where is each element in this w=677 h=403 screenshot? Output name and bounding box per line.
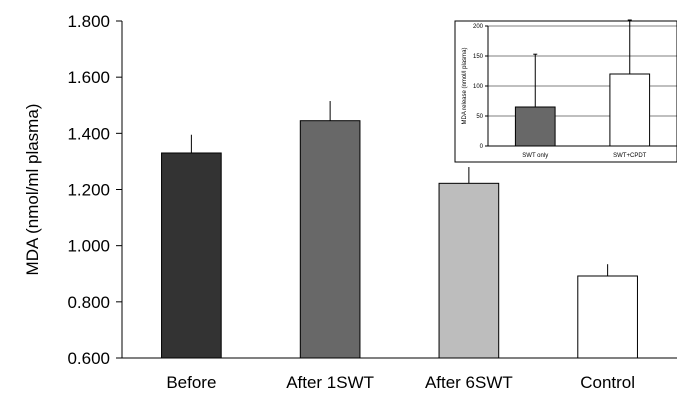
inset-y-tick-label: 150 [473,54,484,60]
inset-y-tick-label: 100 [473,84,484,90]
inset-category-label-0: SWT only [522,153,548,159]
y-tick-label: 0.800 [67,293,110,312]
inset-y-tick-label: 50 [476,114,483,120]
y-tick-label: 1.800 [67,12,110,31]
bar-2 [438,182,500,359]
inset-y-tick-label: 200 [473,24,484,30]
y-axis-label: MDA (nmol/ml plasma) [23,104,42,276]
category-label-1: After 1SWT [286,373,374,392]
inset-bar-0 [514,106,556,147]
main-plot: 0.600 0.800 1.000 1.200 1.400 1.600 1.800 Befor… [23,12,677,392]
inset-category-label-1: SWT+CPDT [613,153,647,159]
y-tick-label: 1.000 [67,237,110,256]
category-label-2: After 6SWT [425,373,513,392]
y-tick-label: 0.600 [67,349,110,368]
y-tick-label: 1.200 [67,180,110,199]
category-label-3: Control [580,373,635,392]
inset-bar-1 [609,73,651,147]
inset-border [454,20,677,163]
y-tick-label: 1.400 [67,124,110,143]
bar-0 [161,152,222,359]
inset-y-axis-label: MDA release (nmol/l plasma) [462,47,468,124]
category-label-0: Before [166,373,216,392]
inset-y-tick-label: 0 [480,144,484,150]
y-tick-label: 1.600 [67,68,110,87]
bar-1 [299,120,361,359]
inset-plot: 0 50 100 150 200 SWT only SWT+CPDT MDA release … [454,19,677,163]
bar-3 [577,275,638,359]
